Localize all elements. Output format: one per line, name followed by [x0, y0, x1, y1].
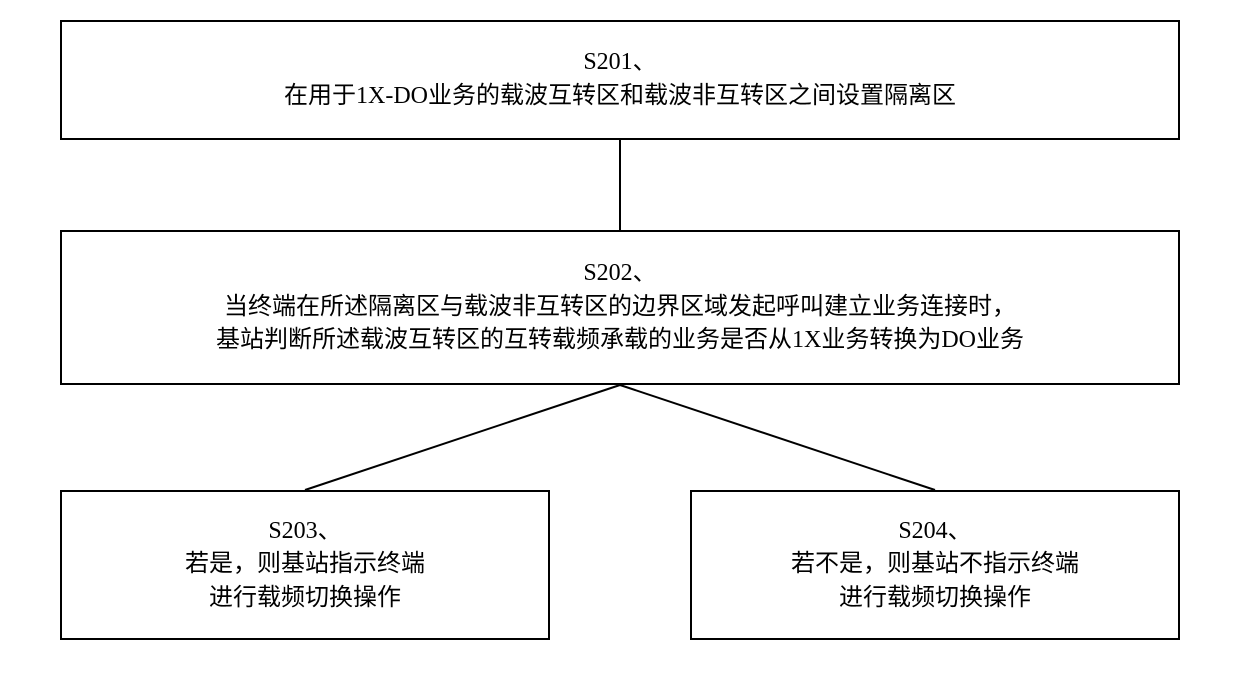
flowchart-box-s203: S203、 若是，则基站指示终端 进行载频切换操作 — [60, 490, 550, 640]
flowchart-box-s204: S204、 若不是，则基站不指示终端 进行载频切换操作 — [690, 490, 1180, 640]
box-text-line1: 若是，则基站指示终端 — [185, 548, 425, 582]
box-text-line1: 若不是，则基站不指示终端 — [791, 548, 1079, 582]
box-text-line2: 进行载频切换操作 — [839, 582, 1031, 616]
box-label: S203、 — [268, 515, 341, 549]
box-label: S204、 — [898, 515, 971, 549]
box-text-line2: 进行载频切换操作 — [209, 582, 401, 616]
